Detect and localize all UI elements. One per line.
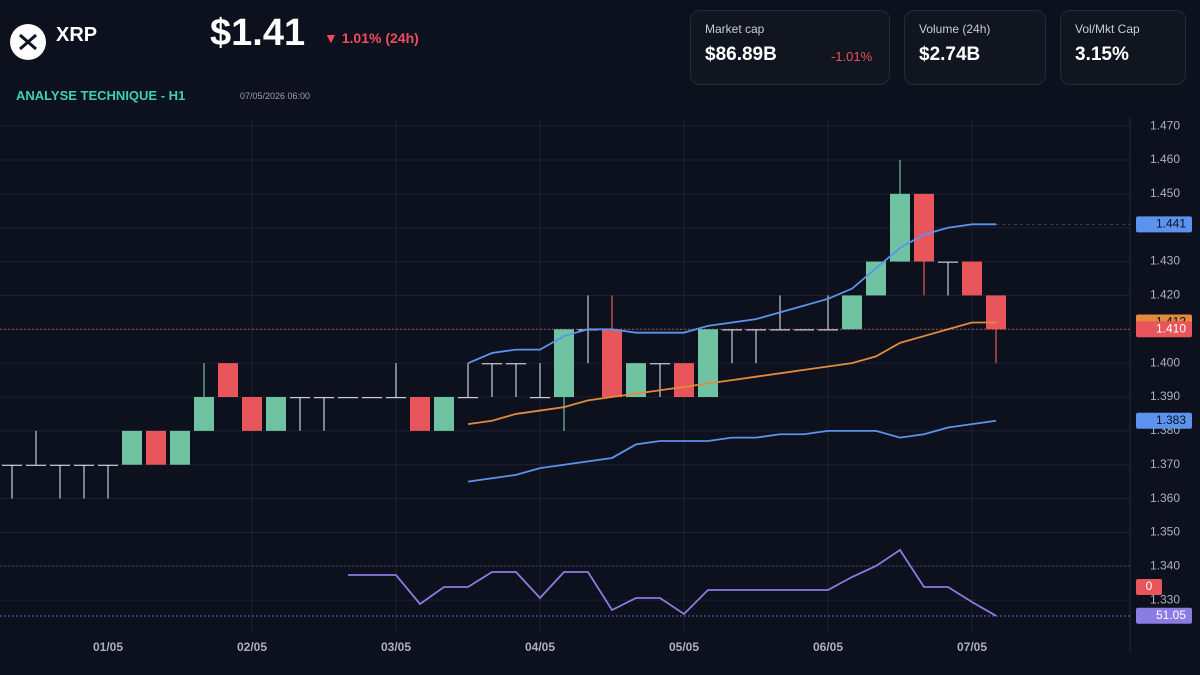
value-badge [1136, 216, 1192, 233]
y-tick-label: 1.400 [1150, 355, 1180, 369]
candle-body [362, 397, 382, 399]
candle-body [338, 397, 358, 399]
card-label: Volume (24h) [919, 22, 991, 36]
candle-body [722, 329, 742, 331]
indicator-line [467, 419, 997, 483]
price-badge-label: 1.410 [1156, 321, 1186, 335]
candle-body [938, 261, 958, 263]
candle-body [674, 363, 694, 398]
candle-body [698, 329, 718, 398]
indicator-line [467, 223, 996, 364]
logo-icon [19, 33, 37, 51]
change: ▼ 1.01% (24h) [324, 30, 419, 46]
candle-body [506, 363, 526, 365]
y-tick-label: 1.390 [1150, 389, 1180, 403]
candle-body [482, 363, 502, 365]
card: Vol/Mkt Cap 3.15% [1060, 10, 1186, 85]
candle-body [290, 397, 310, 399]
price-badge [1136, 321, 1192, 338]
candle-body [2, 464, 22, 466]
candle-body [842, 295, 862, 330]
card: Market cap $86.89B -1.01% [690, 10, 890, 85]
indicator-badge [1136, 579, 1162, 595]
candle-body [890, 193, 910, 262]
candle-body [866, 261, 886, 296]
x-tick-label: 05/05 [669, 640, 699, 654]
y-tick-label: 1.330 [1150, 592, 1180, 606]
section-title: ANALYSE TECHNIQUE - H1 [16, 88, 186, 103]
x-tick-label: 07/05 [957, 640, 987, 654]
candle-body [986, 295, 1006, 330]
y-tick-label: 1.370 [1150, 457, 1180, 471]
candle-body [98, 464, 118, 466]
candle-body [962, 261, 982, 296]
candle-body [818, 329, 838, 331]
y-tick-label: 1.360 [1150, 491, 1180, 505]
candle-body [554, 329, 574, 398]
candle-body [434, 397, 454, 431]
value-badge-label: 1.441 [1156, 216, 1186, 230]
candle-body [74, 464, 94, 466]
candle-body [458, 397, 478, 399]
card-value: $2.74B [919, 44, 981, 65]
value-badge-label: 1.383 [1156, 413, 1186, 427]
candle-body [794, 329, 814, 331]
card-value: 3.15% [1075, 44, 1129, 65]
timestamp: 07/05/2026 06:00 [240, 91, 311, 101]
candle-body [314, 397, 334, 399]
candle-body [50, 464, 70, 466]
x-tick-label: 06/05 [813, 640, 843, 654]
candle-body [146, 430, 166, 465]
value-badge [1136, 607, 1192, 624]
candle-body [122, 430, 142, 465]
candle-body [770, 329, 790, 331]
price: $1.41 [210, 12, 306, 54]
x-tick-label: 02/05 [237, 640, 267, 654]
y-tick-label: 1.470 [1150, 118, 1180, 132]
value-badge-label: 51.05 [1156, 608, 1186, 622]
value-badge [1136, 412, 1192, 429]
y-tick-label: 1.460 [1150, 152, 1180, 166]
card: Volume (24h) $2.74B [904, 10, 1046, 85]
y-tick-label: 1.420 [1150, 288, 1180, 302]
y-tick-label: 1.450 [1150, 186, 1180, 200]
card-label: Market cap [705, 22, 765, 36]
indicator-badge-label: 0 [1146, 579, 1153, 593]
candle-body [26, 464, 46, 466]
candle-body [602, 329, 622, 398]
indicator-line [348, 548, 997, 617]
candle-body [386, 397, 406, 399]
card-value: $86.89B [705, 44, 777, 65]
y-tick-label: 1.350 [1150, 525, 1180, 539]
logo [10, 24, 46, 60]
candle-body [194, 397, 214, 431]
candle-body [530, 397, 550, 399]
candle-body [746, 329, 766, 331]
candle-body [242, 397, 262, 431]
candle-body [626, 363, 646, 398]
y-tick-label: 1.430 [1150, 254, 1180, 268]
x-tick-label: 03/05 [381, 640, 411, 654]
candle-body [170, 430, 190, 465]
x-tick-label: 01/05 [93, 640, 123, 654]
card-label: Vol/Mkt Cap [1075, 22, 1140, 36]
candle-body [218, 363, 238, 398]
chart: 1.4701.4601.4501.4401.4301.4201.4101.400… [0, 118, 1192, 654]
candle-body [650, 363, 670, 365]
y-tick-label: 1.340 [1150, 558, 1180, 572]
symbol: XRP [56, 24, 98, 46]
candle-body [266, 397, 286, 431]
candle-body [914, 193, 934, 262]
indicator-line [467, 321, 996, 425]
card-change: -1.01% [831, 49, 873, 64]
x-tick-label: 04/05 [525, 640, 555, 654]
candle-body [410, 397, 430, 431]
